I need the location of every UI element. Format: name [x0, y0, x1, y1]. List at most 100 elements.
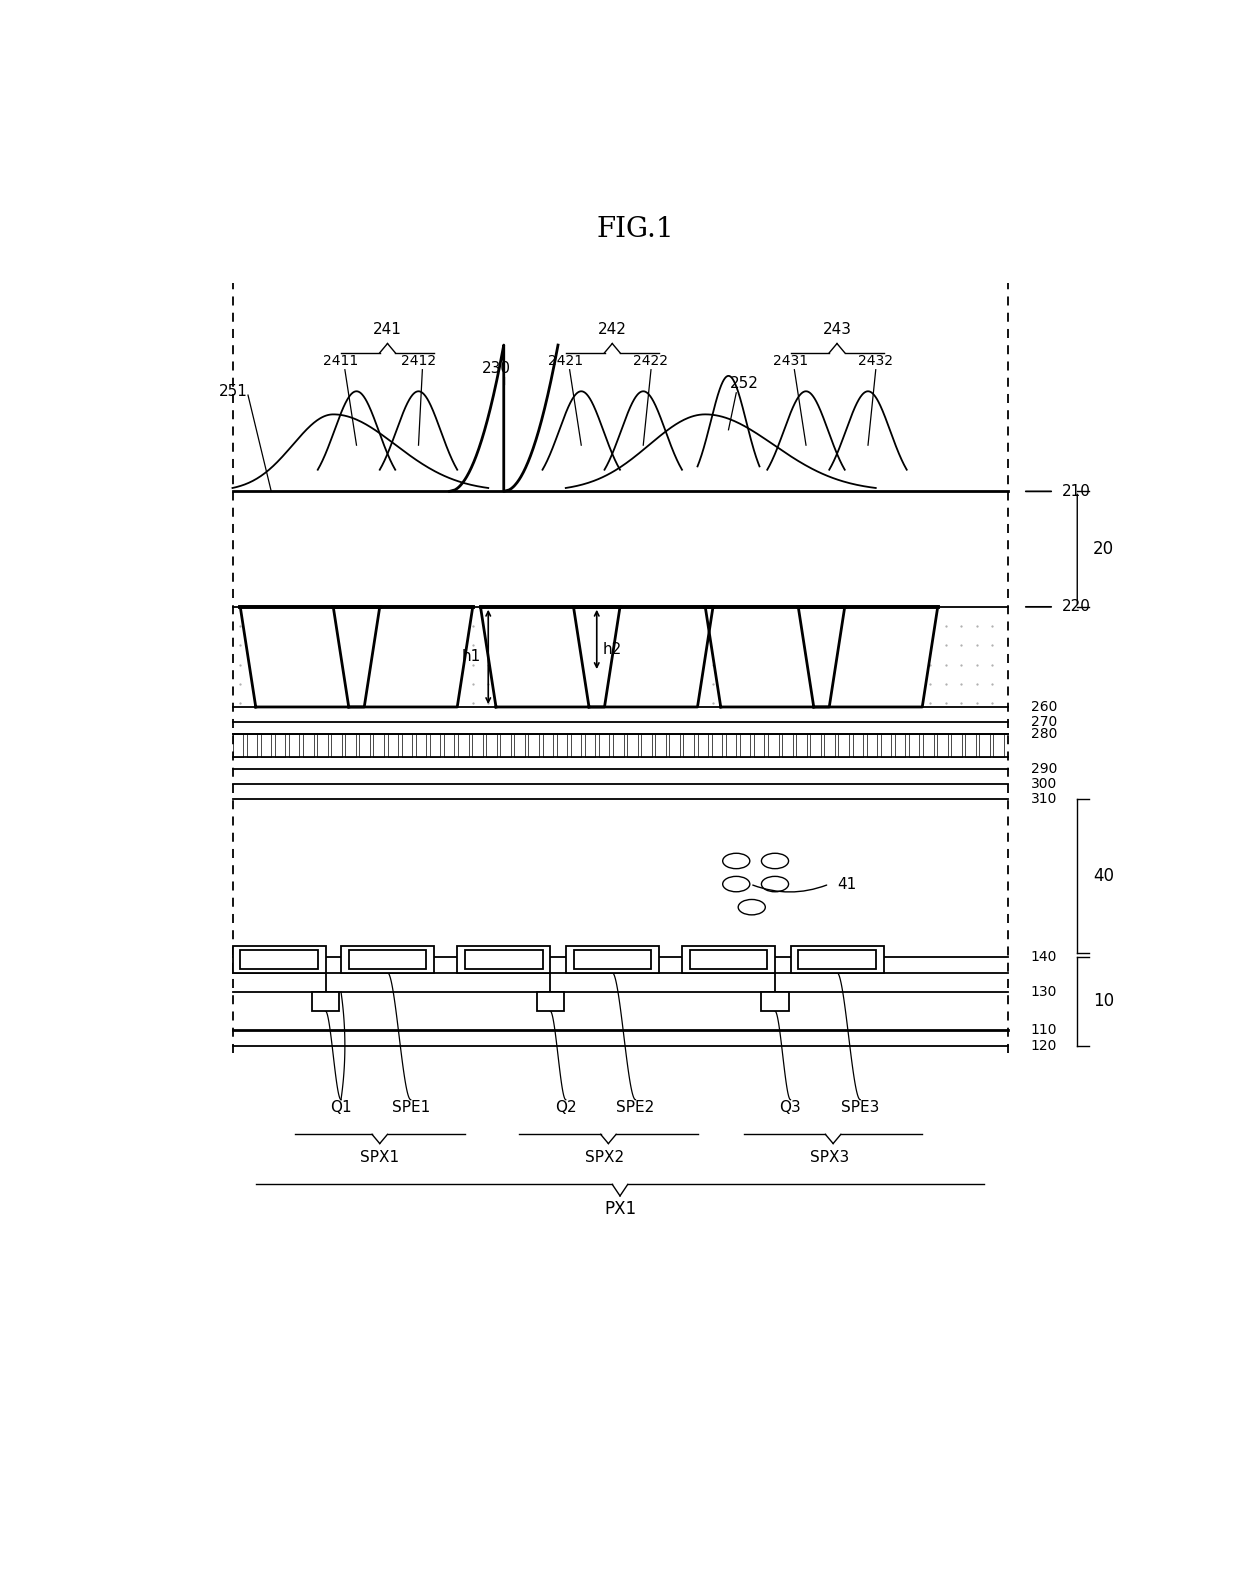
Polygon shape: [241, 607, 379, 706]
Text: Q3: Q3: [780, 1100, 801, 1115]
Text: SPX3: SPX3: [810, 1150, 849, 1164]
Text: 41: 41: [837, 876, 857, 892]
Bar: [791, 945, 883, 972]
Bar: [233, 945, 325, 972]
Bar: [725, 735, 737, 757]
Bar: [289, 735, 299, 757]
Bar: [682, 945, 775, 972]
Text: 242: 242: [598, 322, 626, 337]
Text: 110: 110: [1030, 1024, 1058, 1037]
Text: 241: 241: [373, 322, 402, 337]
Bar: [570, 735, 582, 757]
Bar: [909, 735, 919, 757]
Bar: [247, 735, 257, 757]
Bar: [641, 735, 652, 757]
Text: SPE2: SPE2: [616, 1100, 655, 1115]
Bar: [260, 735, 272, 757]
Polygon shape: [334, 607, 472, 706]
Text: SPE1: SPE1: [392, 1100, 430, 1115]
Bar: [348, 950, 427, 969]
Bar: [585, 735, 595, 757]
Bar: [458, 945, 551, 972]
Text: 300: 300: [1030, 777, 1056, 791]
Bar: [980, 735, 990, 757]
Polygon shape: [481, 607, 620, 706]
Bar: [754, 735, 764, 757]
Text: FIG.1: FIG.1: [596, 216, 675, 244]
Text: 220: 220: [1061, 599, 1091, 615]
Text: 2431: 2431: [773, 354, 808, 368]
Bar: [655, 735, 666, 757]
Text: h1: h1: [461, 650, 481, 664]
Bar: [825, 735, 835, 757]
Bar: [515, 735, 525, 757]
Bar: [740, 735, 750, 757]
Bar: [444, 735, 454, 757]
Bar: [689, 950, 768, 969]
Text: 10: 10: [1092, 993, 1114, 1010]
Bar: [402, 735, 412, 757]
Text: 260: 260: [1030, 700, 1058, 714]
Bar: [341, 945, 434, 972]
Bar: [683, 735, 694, 757]
Text: 2421: 2421: [548, 354, 583, 368]
Bar: [965, 735, 976, 757]
Bar: [500, 735, 511, 757]
Bar: [867, 735, 877, 757]
Text: 130: 130: [1030, 985, 1058, 999]
Bar: [670, 735, 680, 757]
Bar: [697, 735, 708, 757]
Bar: [796, 735, 807, 757]
Bar: [430, 735, 440, 757]
Text: 40: 40: [1092, 867, 1114, 886]
Bar: [761, 993, 789, 1011]
Text: 2432: 2432: [858, 354, 893, 368]
Bar: [373, 735, 384, 757]
Bar: [853, 735, 863, 757]
Bar: [472, 735, 482, 757]
Bar: [627, 735, 637, 757]
Bar: [241, 950, 317, 969]
Bar: [486, 735, 497, 757]
Text: 280: 280: [1030, 727, 1058, 741]
Bar: [782, 735, 792, 757]
Bar: [387, 735, 398, 757]
Text: 140: 140: [1030, 950, 1058, 964]
Text: PX1: PX1: [604, 1200, 636, 1218]
Bar: [573, 950, 651, 969]
Bar: [880, 735, 892, 757]
Bar: [317, 735, 327, 757]
Text: 290: 290: [1030, 761, 1058, 775]
Text: 251: 251: [219, 384, 248, 400]
Text: SPX1: SPX1: [360, 1150, 399, 1164]
Bar: [937, 735, 947, 757]
Text: 270: 270: [1030, 716, 1056, 730]
Bar: [838, 735, 849, 757]
Polygon shape: [573, 607, 713, 706]
Text: 120: 120: [1030, 1038, 1058, 1052]
Bar: [275, 735, 285, 757]
Bar: [312, 993, 339, 1011]
Bar: [565, 945, 658, 972]
Bar: [895, 735, 905, 757]
Text: 2411: 2411: [324, 354, 358, 368]
Text: Q1: Q1: [330, 1100, 352, 1115]
Text: 20: 20: [1092, 540, 1114, 558]
Text: Q2: Q2: [556, 1100, 577, 1115]
Bar: [599, 735, 609, 757]
Text: 210: 210: [1061, 484, 1091, 499]
Text: h2: h2: [603, 642, 622, 656]
Text: 2422: 2422: [634, 354, 668, 368]
Bar: [543, 735, 553, 757]
Bar: [528, 735, 539, 757]
Bar: [233, 735, 243, 757]
Bar: [345, 735, 356, 757]
Bar: [712, 735, 722, 757]
Bar: [923, 735, 934, 757]
Bar: [613, 735, 624, 757]
Bar: [810, 735, 821, 757]
Bar: [993, 735, 1004, 757]
Text: 230: 230: [481, 360, 511, 376]
Bar: [303, 735, 314, 757]
Polygon shape: [706, 607, 844, 706]
